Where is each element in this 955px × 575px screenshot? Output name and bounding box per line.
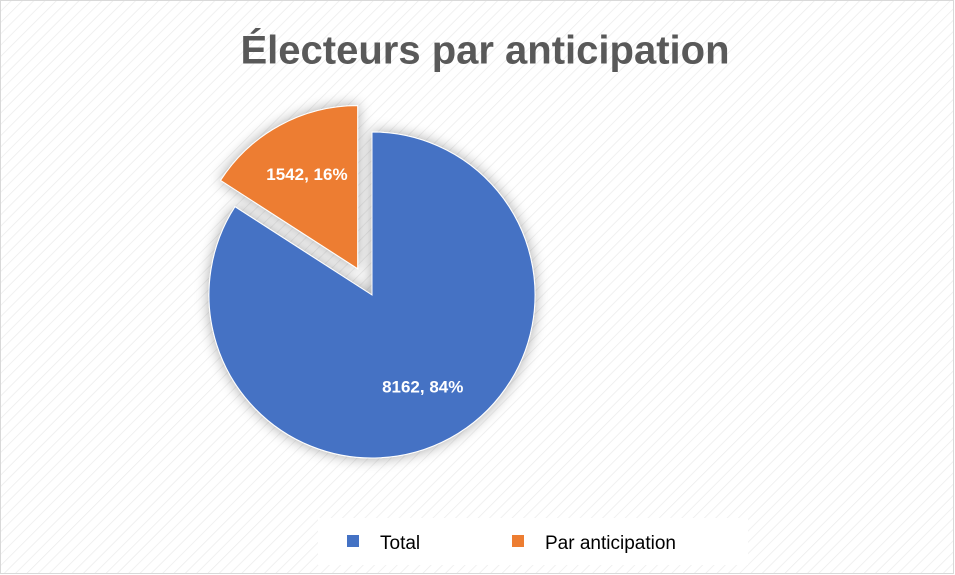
chart-title: Électeurs par anticipation <box>240 28 729 73</box>
legend-marker <box>512 535 524 547</box>
legend-marker <box>347 535 359 547</box>
data-labels: 8162, 84% 1542, 16% <box>266 165 463 396</box>
pie-slice <box>219 105 359 270</box>
legend-label: Par anticipation <box>545 533 676 554</box>
legend-label: Total <box>380 533 420 554</box>
pie-slice <box>208 131 536 459</box>
legend: Total Par anticipation <box>347 533 676 554</box>
data-label: 8162, 84% <box>382 378 463 397</box>
data-label: 1542, 16% <box>266 165 347 184</box>
legend-box <box>318 518 748 565</box>
pie <box>208 105 536 459</box>
